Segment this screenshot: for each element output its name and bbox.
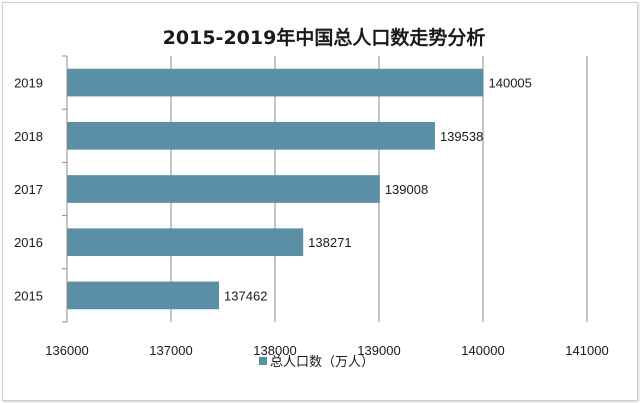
y-tick-label-2016: 2016 — [14, 235, 43, 250]
legend-label: 总人口数（万人） — [270, 355, 374, 370]
bar-2019 — [67, 68, 484, 97]
data-label-2016: 138271 — [308, 235, 351, 250]
bar-2018 — [67, 121, 435, 150]
data-label-2017: 139008 — [385, 182, 428, 197]
y-tick-label-2015: 2015 — [14, 288, 43, 303]
data-label-2019: 140005 — [489, 76, 532, 91]
x-tick-label-2: 138000 — [253, 343, 296, 358]
data-label-2015: 137462 — [224, 288, 267, 303]
y-tick-label-2018: 2018 — [14, 129, 43, 144]
legend: 总人口数（万人） — [259, 355, 374, 370]
bars — [67, 68, 484, 310]
axes: 136000 137000 138000 139000 140000 141000 2015… — [14, 55, 609, 358]
x-tick-label-4: 140000 — [461, 343, 504, 358]
x-tick-label-1: 137000 — [149, 343, 192, 358]
x-tick-label-3: 139000 — [357, 343, 400, 358]
data-label-2018: 139538 — [440, 129, 483, 144]
bar-2017 — [67, 175, 380, 203]
y-tick-label-2019: 2019 — [14, 76, 43, 91]
x-tick-label-5: 141000 — [565, 343, 608, 358]
bar-2015 — [67, 281, 220, 310]
legend-swatch — [259, 357, 267, 365]
x-tick-label-0: 136000 — [45, 343, 88, 358]
chart-title: 2015-2019年中国总人口数走势分析 — [163, 26, 486, 49]
y-tick-label-2017: 2017 — [14, 182, 43, 197]
data-labels: 137462 138271 139008 139538 140005 — [224, 76, 532, 304]
bar-2016 — [67, 228, 304, 257]
